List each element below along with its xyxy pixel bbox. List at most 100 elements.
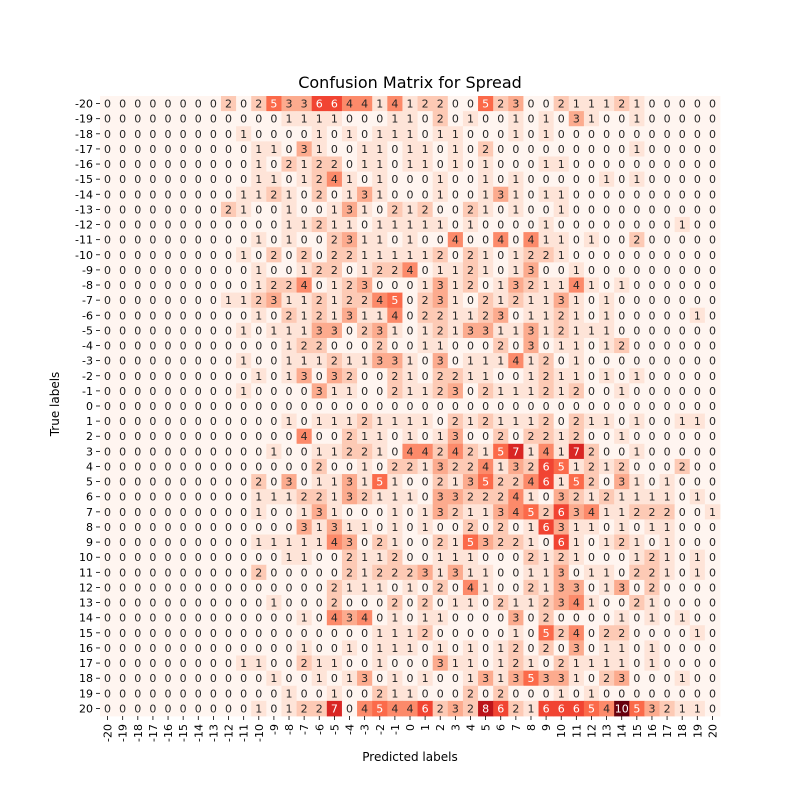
y-tick-label: -14 <box>75 188 93 201</box>
cell-value-label: 1 <box>361 158 368 171</box>
cell-value-label: 0 <box>679 566 686 579</box>
cell-value-label: 0 <box>104 113 111 126</box>
cell-value-label: 0 <box>134 173 141 186</box>
heatmap-cell <box>447 186 464 203</box>
cell-value-label: 4 <box>407 445 414 458</box>
cell-value-label: 2 <box>301 249 308 262</box>
cell-value-label: 0 <box>558 113 565 126</box>
cell-value-label: 0 <box>210 309 217 322</box>
heatmap-cell <box>175 216 192 233</box>
heatmap-cell <box>583 307 600 324</box>
cell-value-label: 0 <box>180 581 187 594</box>
cell-value-label: 0 <box>134 158 141 171</box>
cell-value-label: 0 <box>134 355 141 368</box>
cell-value-label: 0 <box>648 98 655 111</box>
cell-value-label: 1 <box>316 113 323 126</box>
cell-value-label: 0 <box>270 657 277 670</box>
heatmap-cell <box>266 428 282 445</box>
cell-value-label: 0 <box>512 400 519 413</box>
heatmap-cell <box>417 141 434 157</box>
heatmap-cell <box>251 383 267 399</box>
heatmap-cell <box>251 292 267 309</box>
cell-value-label: 0 <box>119 340 126 353</box>
cell-value-label: 2 <box>558 551 565 564</box>
heatmap-cell <box>205 232 222 248</box>
heatmap-cell <box>704 383 721 399</box>
heatmap-cell <box>281 232 297 248</box>
cell-value-label: 0 <box>210 566 217 579</box>
cell-value-label: 2 <box>558 627 565 640</box>
cell-value-label: 0 <box>664 279 671 292</box>
cell-value-label: 0 <box>119 445 126 458</box>
heatmap-cell <box>236 126 252 142</box>
heatmap-cell <box>447 247 464 263</box>
heatmap-cell <box>145 337 161 354</box>
cell-value-label: 1 <box>543 219 550 232</box>
heatmap-cell <box>432 141 449 157</box>
heatmap-cell <box>478 96 494 112</box>
heatmap-cell <box>220 413 237 430</box>
cell-value-label: 2 <box>270 249 277 262</box>
heatmap-cell <box>160 201 177 218</box>
heatmap-cell <box>266 247 282 263</box>
heatmap-cell <box>115 353 131 369</box>
cell-value-label: 0 <box>512 521 519 534</box>
cell-value-label: 0 <box>603 521 610 534</box>
heatmap-cell <box>704 156 721 173</box>
cell-value-label: 1 <box>391 536 398 549</box>
cell-value-label: 0 <box>104 309 111 322</box>
cell-value-label: 0 <box>407 188 414 201</box>
cell-value-label: 0 <box>195 324 202 337</box>
heatmap-cell <box>629 277 645 293</box>
cell-value-label: 0 <box>648 460 655 473</box>
cell-value-label: 0 <box>210 324 217 337</box>
cell-value-label: 0 <box>195 612 202 625</box>
cell-value-label: 1 <box>618 642 625 655</box>
cell-value-label: 1 <box>255 234 262 247</box>
heatmap-cell <box>251 443 267 460</box>
cell-value-label: 6 <box>543 460 550 473</box>
cell-value-label: 1 <box>301 536 308 549</box>
heatmap-cell <box>599 186 615 203</box>
heatmap-cell <box>205 337 222 354</box>
cell-value-label: 0 <box>633 385 640 398</box>
heatmap-cell <box>175 428 192 445</box>
cell-value-label: 2 <box>346 445 353 458</box>
cell-value-label: 0 <box>648 158 655 171</box>
heatmap-cell <box>462 413 479 430</box>
cell-value-label: 1 <box>603 581 610 594</box>
x-tick-label: 7 <box>510 724 523 731</box>
cell-value-label: 0 <box>165 445 172 458</box>
heatmap-cell <box>629 186 645 203</box>
cell-value-label: 0 <box>104 430 111 443</box>
cell-value-label: 0 <box>165 536 172 549</box>
heatmap-cell <box>493 247 509 263</box>
cell-value-label: 2 <box>437 445 444 458</box>
cell-value-label: 0 <box>119 158 126 171</box>
cell-value-label: 0 <box>482 430 489 443</box>
cell-value-label: 0 <box>709 324 716 337</box>
cell-value-label: 2 <box>527 581 534 594</box>
heatmap-cell <box>583 398 600 414</box>
heatmap-cell <box>175 383 192 399</box>
heatmap-cell <box>629 383 645 399</box>
cell-value-label: 0 <box>134 657 141 670</box>
heatmap-cell <box>190 96 207 112</box>
cell-value-label: 0 <box>512 143 519 156</box>
cell-value-label: 0 <box>512 430 519 443</box>
cell-value-label: 0 <box>588 158 595 171</box>
cell-value-label: 0 <box>270 430 277 443</box>
heatmap-cell <box>341 277 358 293</box>
heatmap-cell <box>236 322 252 339</box>
heatmap-cell <box>220 232 237 248</box>
heatmap-cell <box>145 96 161 112</box>
cell-value-label: 2 <box>316 219 323 232</box>
cell-value-label: 1 <box>558 234 565 247</box>
cell-value-label: 0 <box>407 612 414 625</box>
heatmap-cell <box>462 96 479 112</box>
cell-value-label: 0 <box>301 566 308 579</box>
cell-value-label: 0 <box>316 627 323 640</box>
cell-value-label: 1 <box>603 642 610 655</box>
cell-value-label: 0 <box>664 612 671 625</box>
cell-value-label: 0 <box>104 687 111 700</box>
